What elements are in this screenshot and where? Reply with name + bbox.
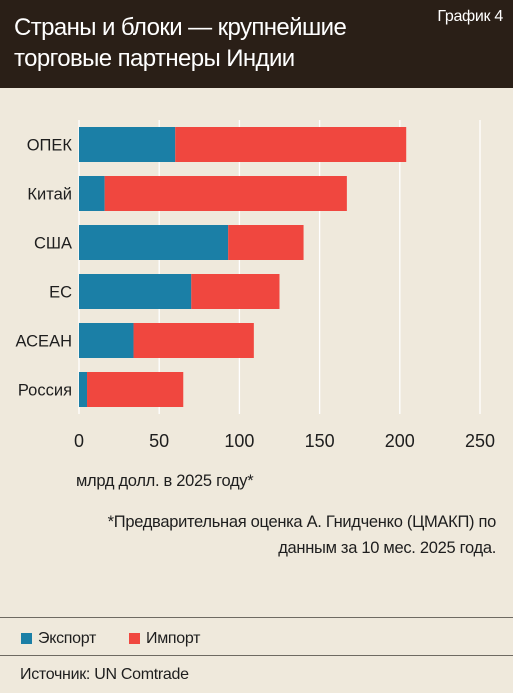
x-tick-label: 150 <box>305 431 335 451</box>
legend-label-export: Экспорт <box>38 630 97 647</box>
x-tick-label: 50 <box>149 431 169 451</box>
y-tick-label: Китай <box>27 186 72 204</box>
source-text: Источник: UN Comtrade <box>20 666 189 683</box>
x-axis-label: млрд долл. в 2025 году* <box>76 472 254 490</box>
chart-header: Страны и блоки — крупнейшие торговые пар… <box>0 0 513 88</box>
bar-segment <box>87 372 184 407</box>
bar-segment <box>79 274 192 309</box>
bar-segment <box>133 323 254 358</box>
legend-label-import: Импорт <box>146 630 201 647</box>
x-tick-label: 0 <box>74 431 84 451</box>
export-swatch <box>21 633 32 644</box>
bar-segment <box>79 176 105 211</box>
bar-chart: 0 50 100 150 200 250 ОПЕК Китай США ЕС АСЕАН Россия <box>16 120 495 451</box>
bar-segment <box>191 274 280 309</box>
footnote: *Предварительная оценка А. Гнидченко (ЦМ… <box>107 513 497 557</box>
bar-segment <box>79 225 229 260</box>
bar-segment <box>79 127 176 162</box>
y-tick-label: ЕС <box>49 284 72 302</box>
import-swatch <box>129 633 140 644</box>
y-tick-label: Россия <box>18 382 72 400</box>
source-line: Источник: UN Comtrade <box>0 655 513 693</box>
bar-segment <box>175 127 407 162</box>
y-tick-label: ОПЕК <box>27 137 73 155</box>
x-tick-label: 200 <box>385 431 415 451</box>
y-tick-label: США <box>34 235 72 253</box>
bar-segment <box>79 323 134 358</box>
chart-number: График 4 <box>437 8 503 25</box>
chart-title: Страны и блоки — крупнейшие торговые пар… <box>14 14 347 72</box>
legend: Экспорт Импорт <box>0 617 513 656</box>
bar-segment <box>79 372 88 407</box>
x-tick-label: 250 <box>465 431 495 451</box>
bar-segment <box>228 225 304 260</box>
y-tick-label: АСЕАН <box>16 333 73 351</box>
x-tick-label: 100 <box>224 431 254 451</box>
bar-segment <box>104 176 347 211</box>
